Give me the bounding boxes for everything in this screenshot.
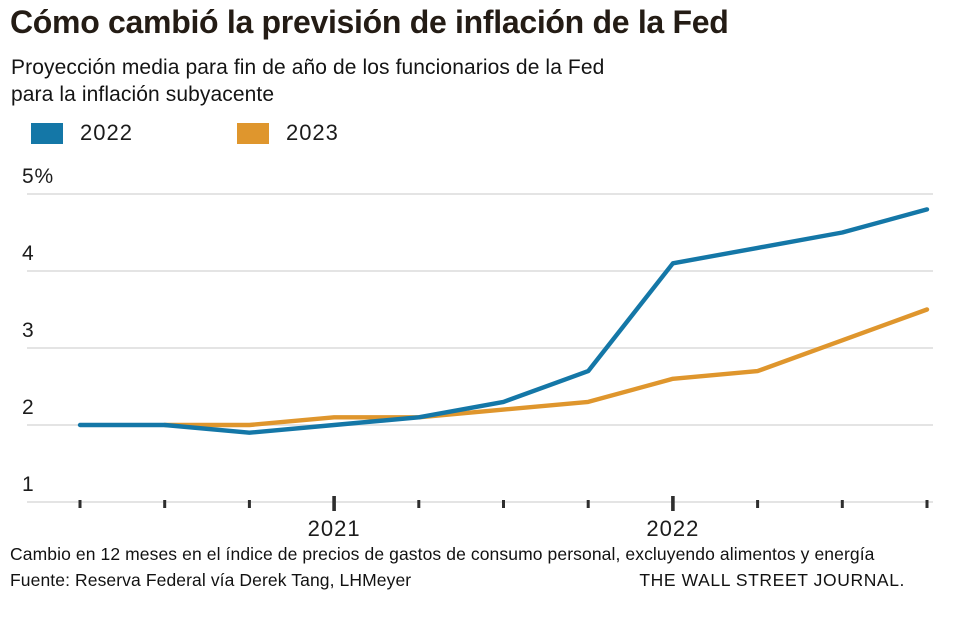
x-axis-ticks bbox=[78, 496, 929, 511]
x-tick bbox=[163, 500, 167, 508]
y-axis-label-4: 4 bbox=[22, 242, 35, 265]
chart-subtitle: Proyección media para fin de año de los … bbox=[11, 54, 604, 108]
x-tick-year bbox=[332, 496, 336, 511]
x-tick bbox=[78, 500, 82, 508]
legend-swatch-2023 bbox=[236, 122, 269, 144]
x-tick bbox=[586, 500, 590, 508]
x-tick bbox=[417, 500, 421, 508]
legend-item-2022: 2022 bbox=[31, 120, 133, 146]
legend-label-2023: 2023 bbox=[285, 120, 339, 145]
x-tick bbox=[756, 500, 760, 508]
x-axis-label-2021: 2021 bbox=[307, 516, 361, 541]
subtitle-line-2: para la inflación subyacente bbox=[11, 83, 275, 106]
series-line-2023 bbox=[162, 307, 930, 428]
legend-item-2023: 2023 bbox=[236, 120, 339, 146]
source-attribution: Fuente: Reserva Federal vía Derek Tang, … bbox=[10, 570, 412, 590]
legend-swatch-2022 bbox=[31, 122, 63, 144]
series-line-2022 bbox=[77, 207, 930, 435]
legend-label-2022: 2022 bbox=[80, 120, 133, 145]
x-tick bbox=[247, 500, 251, 508]
subtitle-line-1: Proyección media para fin de año de los … bbox=[11, 56, 605, 79]
x-tick-year bbox=[671, 496, 675, 511]
series-lines bbox=[77, 207, 930, 435]
publisher-credit: THE WALL STREET JOURNAL. bbox=[639, 570, 905, 590]
page-title: Cómo cambió la previsión de inflación de… bbox=[10, 4, 729, 40]
y-axis-label-5: 5% bbox=[22, 165, 54, 188]
chart-legend: 2022 2023 bbox=[31, 120, 339, 146]
y-axis-label-3: 3 bbox=[22, 319, 35, 342]
chart-footnote: Cambio en 12 meses en el índice de preci… bbox=[10, 544, 875, 564]
y-axis-label-1: 1 bbox=[22, 473, 35, 496]
y-axis-label-2: 2 bbox=[22, 396, 35, 419]
x-tick bbox=[925, 500, 929, 508]
x-tick bbox=[840, 500, 844, 508]
x-axis-label-2022: 2022 bbox=[646, 516, 700, 541]
x-tick bbox=[502, 500, 505, 508]
